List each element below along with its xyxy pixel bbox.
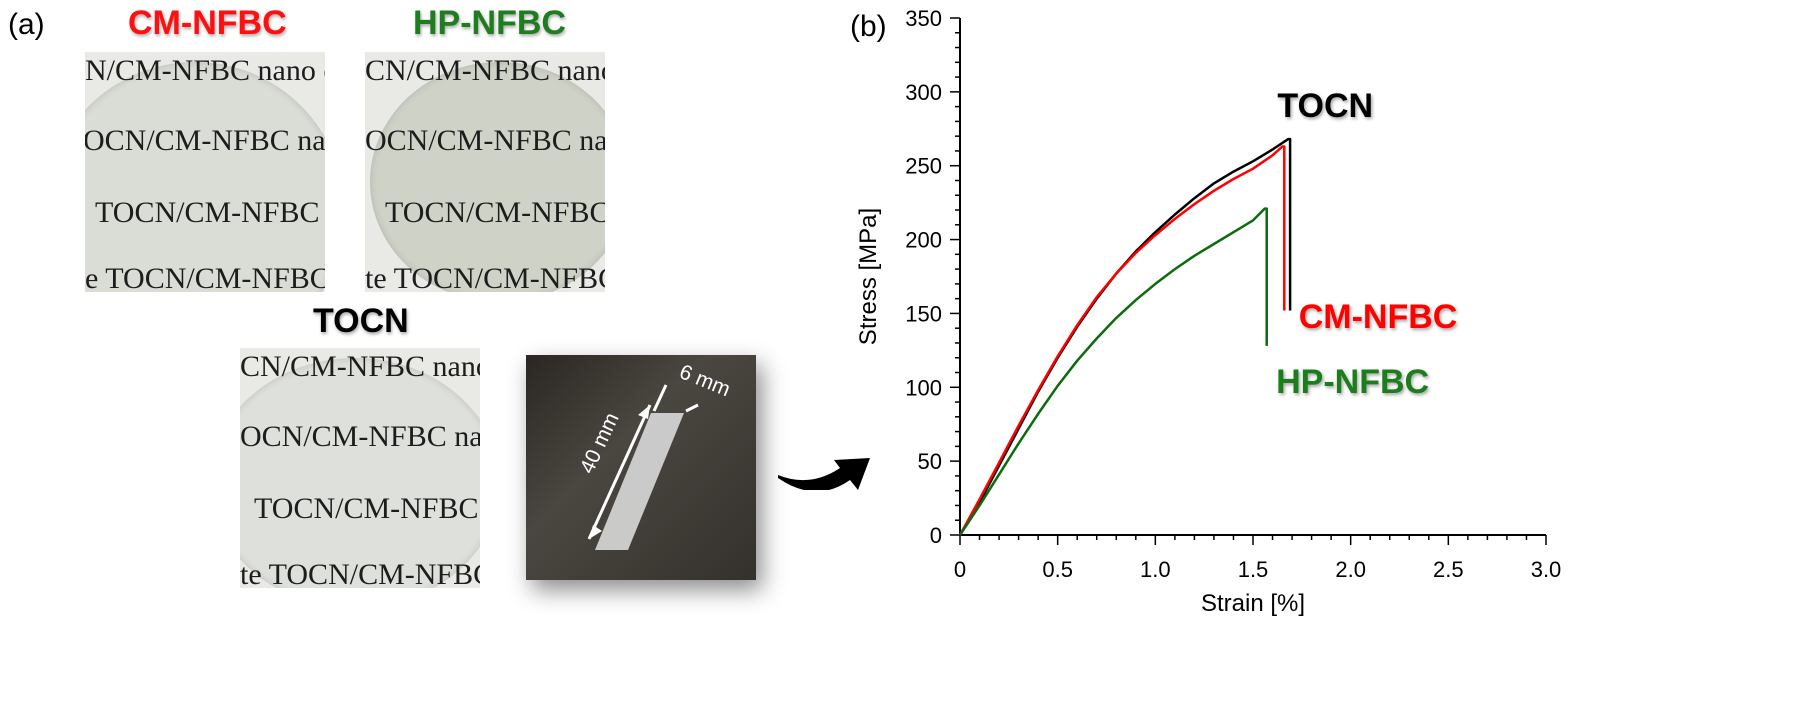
arrowhead-top xyxy=(638,405,650,419)
y-tick-label: 0 xyxy=(930,523,942,548)
photo-tocn-film: CN/CM-NFBC nano c OCN/CM-NFBC nano TOCN/… xyxy=(240,348,480,588)
specimen-strip xyxy=(595,413,684,550)
x-tick-label: 0 xyxy=(954,557,966,582)
curved-arrow-icon xyxy=(778,458,870,490)
photo-text-line: te TOCN/CM-NFBC xyxy=(365,262,605,292)
y-tick-label: 200 xyxy=(905,228,942,253)
arrowhead-bottom xyxy=(589,525,602,539)
photo-text-line: OCN/CM-NFBC nano xyxy=(240,420,480,453)
film-disc xyxy=(240,358,480,588)
annotation-hp-nfbc: HP-NFBC xyxy=(1276,363,1429,401)
series-line-cm-nfbc xyxy=(958,145,1286,536)
strip-length-label: 40 mm xyxy=(576,409,624,477)
y-tick-label: 250 xyxy=(905,154,942,179)
photo-text-line: CN/CM-NFBC nano c xyxy=(365,54,605,87)
strip-diagram: 40 mm 6 mm xyxy=(576,360,733,550)
length-dimension-line xyxy=(587,404,652,540)
series-line-tocn xyxy=(958,137,1292,536)
width-tick-right xyxy=(685,403,699,413)
x-tick-label: 3.0 xyxy=(1531,557,1562,582)
panel-b-label: (b) xyxy=(850,10,887,43)
sample-title-cm-nfbc: CM-NFBC xyxy=(128,4,287,42)
film-disc xyxy=(370,62,605,292)
x-tick-label: 1.5 xyxy=(1238,557,1269,582)
photo-text-line: N/CM-NFBC nano c xyxy=(85,54,325,87)
y-tick-label: 350 xyxy=(905,6,942,31)
photo-text-line: TOCN/CM-NFBC n xyxy=(95,196,325,229)
photo-text-line: OCN/CM-NFBC nano xyxy=(365,124,605,157)
photo-text-line: TOCN/CM-NFBC n xyxy=(385,196,605,229)
x-tick-label: 2.0 xyxy=(1335,557,1366,582)
photo-text-line: TOCN/CM-NFBC n xyxy=(254,492,480,525)
film-disc xyxy=(85,62,325,292)
sample-title-tocn: TOCN xyxy=(313,302,409,340)
photo-text-line: CN/CM-NFBC nano c xyxy=(240,350,480,383)
x-tick-label: 1.0 xyxy=(1140,557,1171,582)
y-tick-label: 150 xyxy=(905,301,942,326)
stress-strain-chart: 0 0.5 1.0 1.5 2.0 2.5 3.0 0 50 100 150 200 250 300 350… xyxy=(855,6,1562,617)
panel-a-label: (a) xyxy=(8,8,45,41)
series-line-hp-nfbc xyxy=(958,207,1268,536)
x-tick-label: 2.5 xyxy=(1433,557,1464,582)
photo-text-line: e TOCN/CM-NFBC xyxy=(85,262,325,292)
y-tick-label: 300 xyxy=(905,80,942,105)
width-tick-left xyxy=(652,384,668,412)
annotation-cm-nfbc: CM-NFBC xyxy=(1299,298,1458,336)
annotation-tocn: TOCN xyxy=(1277,87,1373,125)
strip-width-label: 6 mm xyxy=(676,360,733,401)
photo-hp-nfbc-film: CN/CM-NFBC nano c OCN/CM-NFBC nano TOCN/… xyxy=(365,52,605,292)
specimen-strip-photo: 40 mm 6 mm xyxy=(526,355,756,580)
sample-title-hp-nfbc: HP-NFBC xyxy=(413,4,566,42)
photo-text-line: OCN/CM-NFBC nano xyxy=(85,124,325,157)
y-tick-label: 100 xyxy=(905,375,942,400)
photo-cm-nfbc-film: N/CM-NFBC nano c OCN/CM-NFBC nano TOCN/C… xyxy=(85,52,325,292)
x-axis-label: Strain [%] xyxy=(1201,590,1305,617)
y-axis-label: Stress [MPa] xyxy=(855,208,882,345)
y-tick-label: 50 xyxy=(918,449,942,474)
photo-text-line: te TOCN/CM-NFBC xyxy=(240,558,480,588)
x-tick-label: 0.5 xyxy=(1042,557,1073,582)
